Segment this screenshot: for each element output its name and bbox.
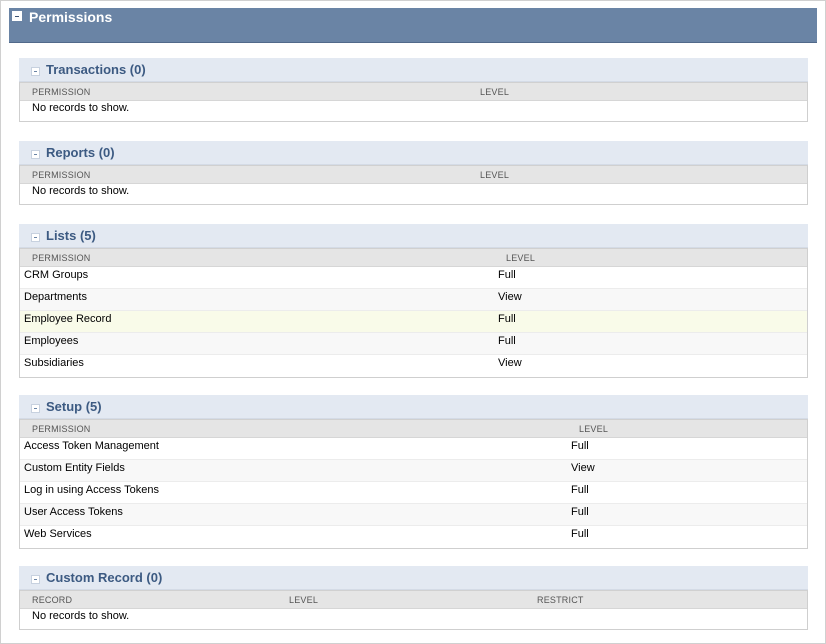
table-row[interactable]: CRM Groups Full [20,267,807,289]
permission-name: Log in using Access Tokens [24,484,159,496]
table-row[interactable]: Web Services Full [20,526,807,548]
table-row[interactable]: Access Token Management Full [20,438,807,460]
section-table: PERMISSION LEVEL CRM Groups Full Departm… [19,248,808,378]
column-header-level[interactable]: LEVEL [289,595,319,605]
collapse-icon[interactable] [31,67,40,76]
section-setup: Setup (5) PERMISSION LEVEL Access Token … [19,395,808,549]
permission-name: Employee Record [24,313,112,325]
column-header-row: PERMISSION LEVEL [20,419,807,438]
permission-level: Full [571,506,589,518]
column-header-row: RECORD LEVEL RESTRICT [20,590,807,609]
column-header-row: PERMISSION LEVEL [20,82,807,101]
collapse-icon[interactable] [31,233,40,242]
column-header-level[interactable]: LEVEL [480,87,510,97]
permission-name: Custom Entity Fields [24,462,125,474]
column-header-permission[interactable]: PERMISSION [32,424,91,434]
section-lists: Lists (5) PERMISSION LEVEL CRM Groups Fu… [19,224,808,378]
permission-level: Full [498,269,516,281]
table-row[interactable]: Departments View [20,289,807,311]
column-header-permission[interactable]: PERMISSION [32,87,91,97]
section-table: PERMISSION LEVEL No records to show. [19,165,808,205]
permission-name: CRM Groups [24,269,89,281]
section-header[interactable]: Custom Record (0) [19,566,808,590]
section-title: Custom Record (0) [46,570,163,585]
section-header[interactable]: Transactions (0) [19,58,808,82]
section-title: Setup (5) [46,399,102,414]
table-row[interactable]: Custom Entity Fields View [20,460,807,482]
table-row[interactable]: User Access Tokens Full [20,504,807,526]
section-table: PERMISSION LEVEL Access Token Management… [19,419,808,549]
permission-level: Full [571,440,589,452]
column-header-level[interactable]: LEVEL [579,424,609,434]
permission-level: View [571,462,595,474]
column-header-row: PERMISSION LEVEL [20,248,807,267]
permissions-header: Permissions [9,8,817,43]
section-title: Lists (5) [46,228,96,243]
table-row[interactable]: Employees Full [20,333,807,355]
column-header-level[interactable]: LEVEL [506,253,536,263]
column-header-permission[interactable]: PERMISSION [32,253,91,263]
permission-level: View [498,291,522,303]
permission-level: Full [498,313,516,325]
page-title: Permissions [29,9,113,25]
section-header[interactable]: Reports (0) [19,141,808,165]
permission-level: Full [498,335,516,347]
section-transactions: Transactions (0) PERMISSION LEVEL No rec… [19,58,808,122]
permission-name: Access Token Management [24,440,159,452]
column-header-restrict[interactable]: RESTRICT [537,595,584,605]
section-reports: Reports (0) PERMISSION LEVEL No records … [19,141,808,205]
empty-message: No records to show. [32,185,130,197]
section-table: RECORD LEVEL RESTRICT No records to show… [19,590,808,630]
collapse-icon[interactable] [31,404,40,413]
permission-name: User Access Tokens [24,506,123,518]
collapse-icon[interactable] [31,575,40,584]
empty-message: No records to show. [32,102,130,114]
table-row[interactable]: Employee Record Full [20,311,807,333]
table-row[interactable]: Subsidiaries View [20,355,807,377]
permission-name: Employees [24,335,79,347]
permission-level: View [498,357,522,369]
column-header-record[interactable]: RECORD [32,595,73,605]
section-table: PERMISSION LEVEL No records to show. [19,82,808,122]
collapse-icon[interactable] [12,11,22,21]
section-title: Transactions (0) [46,62,146,77]
section-header[interactable]: Setup (5) [19,395,808,419]
permission-level: Full [571,484,589,496]
permission-level: Full [571,528,589,540]
collapse-icon[interactable] [31,150,40,159]
column-header-permission[interactable]: PERMISSION [32,170,91,180]
section-header[interactable]: Lists (5) [19,224,808,248]
section-title: Reports (0) [46,145,115,160]
empty-message: No records to show. [32,610,130,622]
permission-name: Departments [24,291,87,303]
section-custom-record: Custom Record (0) RECORD LEVEL RESTRICT … [19,566,808,630]
table-row[interactable]: Log in using Access Tokens Full [20,482,807,504]
column-header-row: PERMISSION LEVEL [20,165,807,184]
permission-name: Subsidiaries [24,357,84,369]
column-header-level[interactable]: LEVEL [480,170,510,180]
permission-name: Web Services [24,528,92,540]
